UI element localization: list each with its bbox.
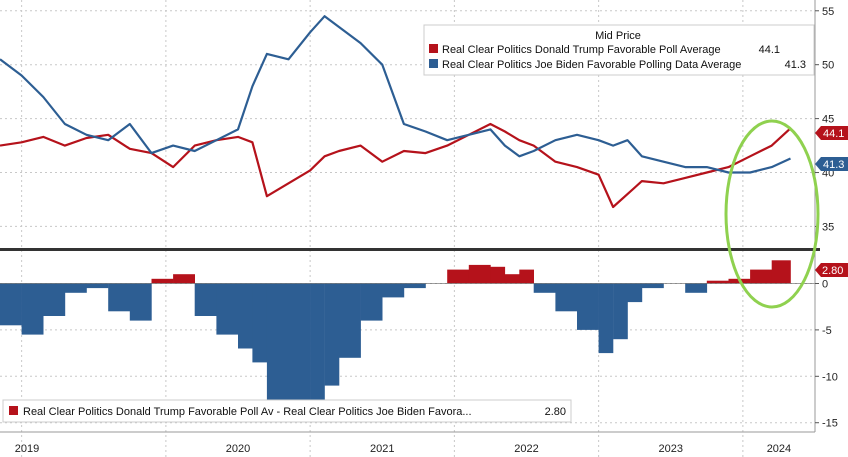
spread-bar [613, 283, 628, 340]
spread-bar [43, 283, 66, 316]
top-y-tick-label: 55 [822, 6, 834, 18]
spread-bar [555, 283, 578, 312]
tag-text-biden: 41.3 [823, 159, 844, 171]
legend-title: Mid Price [595, 30, 641, 42]
x-tick-label: 2023 [659, 443, 683, 455]
top-legend: Mid Price Real Clear Politics Donald Tru… [423, 24, 815, 76]
spread-bar [706, 280, 729, 284]
spread-bar [108, 283, 131, 312]
legend-label-biden: Real Clear Politics Joe Biden Favorable … [442, 59, 741, 71]
x-tick-label: 2022 [514, 443, 538, 455]
spread-bar [627, 283, 643, 303]
spread-bar [21, 283, 44, 335]
spread-bar [771, 260, 791, 284]
spread-bar [339, 283, 361, 358]
spread-bar [598, 283, 614, 354]
legend-value-trump: 44.1 [759, 44, 780, 56]
spread-bar [641, 283, 664, 289]
x-tick-label: 2020 [226, 443, 250, 455]
top-y-tick-label: 50 [822, 60, 834, 72]
spread-bar [685, 283, 708, 293]
legend-value-spread: 2.80 [545, 406, 566, 418]
legend-value-biden: 41.3 [785, 59, 806, 71]
spread-bar [252, 283, 268, 363]
spread-bar [468, 264, 491, 284]
last-value-tag-spread: 2.80 [815, 263, 848, 277]
bottom-legend: Real Clear Politics Donald Trump Favorab… [2, 399, 572, 423]
spread-bar [403, 283, 426, 289]
x-tick-label: 2024 [767, 443, 791, 455]
spread-bar [750, 269, 772, 284]
bottom-y-ticks: 0 -5 -10 -15 [815, 278, 838, 430]
spread-bar [504, 274, 520, 284]
x-axis-ticks: 2019 2020 2021 2022 2023 2024 [0, 431, 815, 455]
bottom-y-tick-label: -10 [822, 371, 838, 383]
bottom-y-tick-label: -5 [822, 325, 832, 337]
spread-bar [64, 283, 87, 293]
top-y-tick-label: 45 [822, 114, 834, 126]
spread-bar [86, 283, 109, 289]
spread-bar [216, 283, 239, 335]
panel-divider [0, 248, 820, 251]
legend-swatch-spread [9, 406, 18, 415]
top-panel-grid [0, 10, 815, 227]
spread-bar [266, 283, 289, 405]
last-value-tag-trump: 44.1 [815, 126, 848, 140]
trump-favorable-line [0, 122, 792, 209]
spread-bar [151, 278, 174, 284]
x-tick-label: 2021 [370, 443, 394, 455]
legend-swatch-trump [429, 44, 438, 53]
spread-bar [577, 283, 599, 330]
spread-bar [129, 283, 152, 321]
tag-text-trump: 44.1 [823, 128, 844, 140]
biden-favorable-line [0, 15, 791, 174]
tag-text-spread: 2.80 [822, 265, 843, 277]
spread-bar [360, 283, 383, 321]
highlight-ellipse [724, 119, 820, 309]
spread-area [0, 260, 815, 414]
spread-bar [173, 274, 195, 284]
last-value-tag-biden: 41.3 [815, 157, 848, 171]
x-tick-label: 2019 [15, 443, 39, 455]
spread-bar [447, 269, 470, 284]
spread-bar [288, 283, 311, 414]
legend-label-spread: Real Clear Politics Donald Trump Favorab… [23, 406, 472, 418]
spread-bar [238, 283, 253, 349]
poll-lines [0, 15, 792, 209]
bottom-y-tick-label: -15 [822, 418, 838, 430]
spread-bar [533, 283, 556, 293]
spread-bar [310, 283, 325, 409]
spread-bar [194, 283, 217, 316]
top-y-tick-label: 35 [822, 221, 834, 233]
legend-label-trump: Real Clear Politics Donald Trump Favorab… [442, 44, 721, 56]
spread-bar [0, 283, 22, 326]
spread-bar [490, 266, 506, 284]
spread-bar [382, 283, 405, 298]
bottom-y-tick-label: 0 [822, 278, 828, 290]
legend-swatch-biden [429, 59, 438, 68]
spread-bar [519, 269, 534, 284]
spread-bar [324, 283, 340, 386]
